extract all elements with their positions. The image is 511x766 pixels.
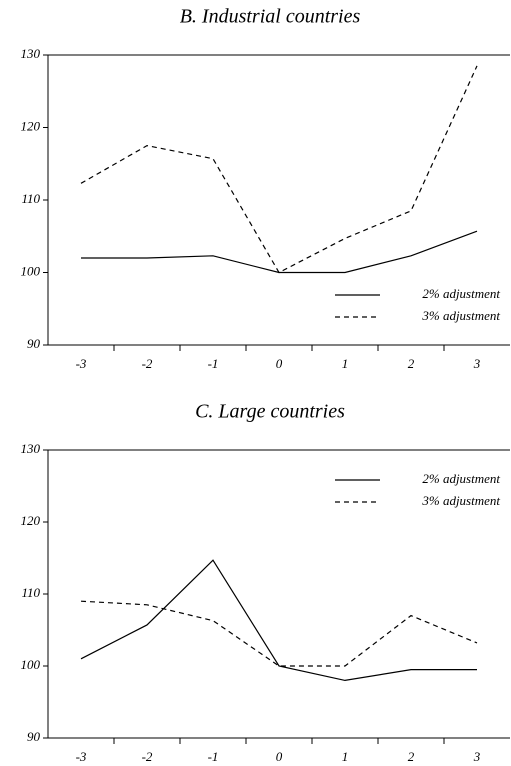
y-tick-label: 120 (21, 118, 41, 133)
y-tick-label: 120 (21, 513, 41, 528)
x-tick-label: 0 (276, 749, 283, 764)
chart-title: C. Large countries (195, 401, 345, 423)
series-line (81, 230, 478, 274)
y-tick-label: 130 (21, 441, 41, 456)
y-tick-label: 90 (27, 729, 41, 744)
x-tick-label: -3 (76, 749, 87, 764)
x-tick-label: 2 (408, 749, 415, 764)
legend-label: 3% adjustment (421, 308, 500, 323)
x-tick-label: 3 (473, 749, 481, 764)
chart-title: B. Industrial countries (180, 6, 361, 28)
y-tick-label: 100 (21, 263, 41, 278)
x-tick-label: -1 (208, 749, 219, 764)
legend-label: 2% adjustment (422, 286, 500, 301)
x-tick-label: 0 (276, 356, 283, 371)
series-line (80, 559, 477, 682)
x-tick-label: -3 (76, 356, 87, 371)
x-tick-label: 3 (473, 356, 481, 371)
x-tick-label: -2 (142, 356, 153, 371)
x-tick-label: 2 (408, 356, 415, 371)
y-tick-label: 130 (21, 46, 41, 61)
x-tick-label: -1 (208, 356, 219, 371)
legend-label: 3% adjustment (421, 493, 500, 508)
y-tick-label: 110 (21, 191, 40, 206)
series-line (80, 65, 478, 274)
y-tick-label: 90 (27, 336, 41, 351)
legend-label: 2% adjustment (422, 471, 500, 486)
x-tick-label: -2 (142, 749, 153, 764)
x-tick-label: 1 (342, 356, 349, 371)
series-line (80, 600, 478, 667)
y-tick-label: 110 (21, 585, 40, 600)
y-tick-label: 100 (21, 657, 41, 672)
x-tick-label: 1 (342, 749, 349, 764)
